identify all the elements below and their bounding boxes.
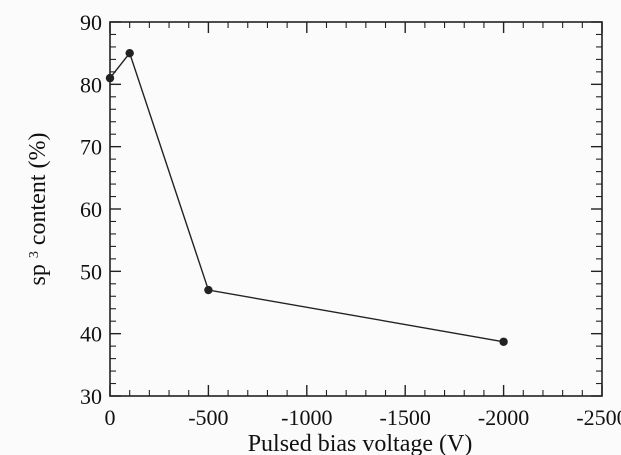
y-tick-label: 70	[80, 135, 102, 160]
y-tick-label: 30	[80, 384, 102, 409]
y-tick-label: 60	[80, 197, 102, 222]
data-point	[125, 48, 134, 58]
y-tick-label: 80	[80, 72, 102, 97]
minor-ticks	[110, 22, 602, 396]
plot-frame	[109, 21, 603, 397]
y-axis-label-suffix: content (%)	[25, 133, 51, 246]
data-point	[105, 73, 115, 83]
major-ticks	[109, 21, 603, 397]
series-line	[109, 51, 504, 343]
data-point	[204, 285, 213, 295]
y-axis-label-prefix: sp	[25, 264, 51, 285]
y-tick-label: 50	[80, 259, 102, 284]
x-tick-label: -1000	[281, 405, 332, 430]
series-layer	[105, 48, 508, 346]
y-axis-label: sp 3 content (%)	[25, 133, 51, 286]
y-axis-label-superscript: 3	[27, 251, 42, 258]
x-tick-label: -500	[188, 405, 228, 430]
x-tick-label: 0	[105, 405, 116, 430]
y-tick-label: 90	[80, 10, 102, 35]
x-tick-label: -2500	[576, 405, 621, 430]
data-point	[499, 337, 508, 346]
tick-labels: 0 -500 -1000 -1500 -2000 -2500 30 40 50 60 70 80 90	[80, 10, 621, 430]
y-tick-label: 40	[80, 322, 102, 347]
x-tick-label: -1500	[380, 405, 431, 430]
x-tick-label: -2000	[478, 405, 529, 430]
x-axis-label: Pulsed bias voltage (V)	[248, 431, 473, 455]
